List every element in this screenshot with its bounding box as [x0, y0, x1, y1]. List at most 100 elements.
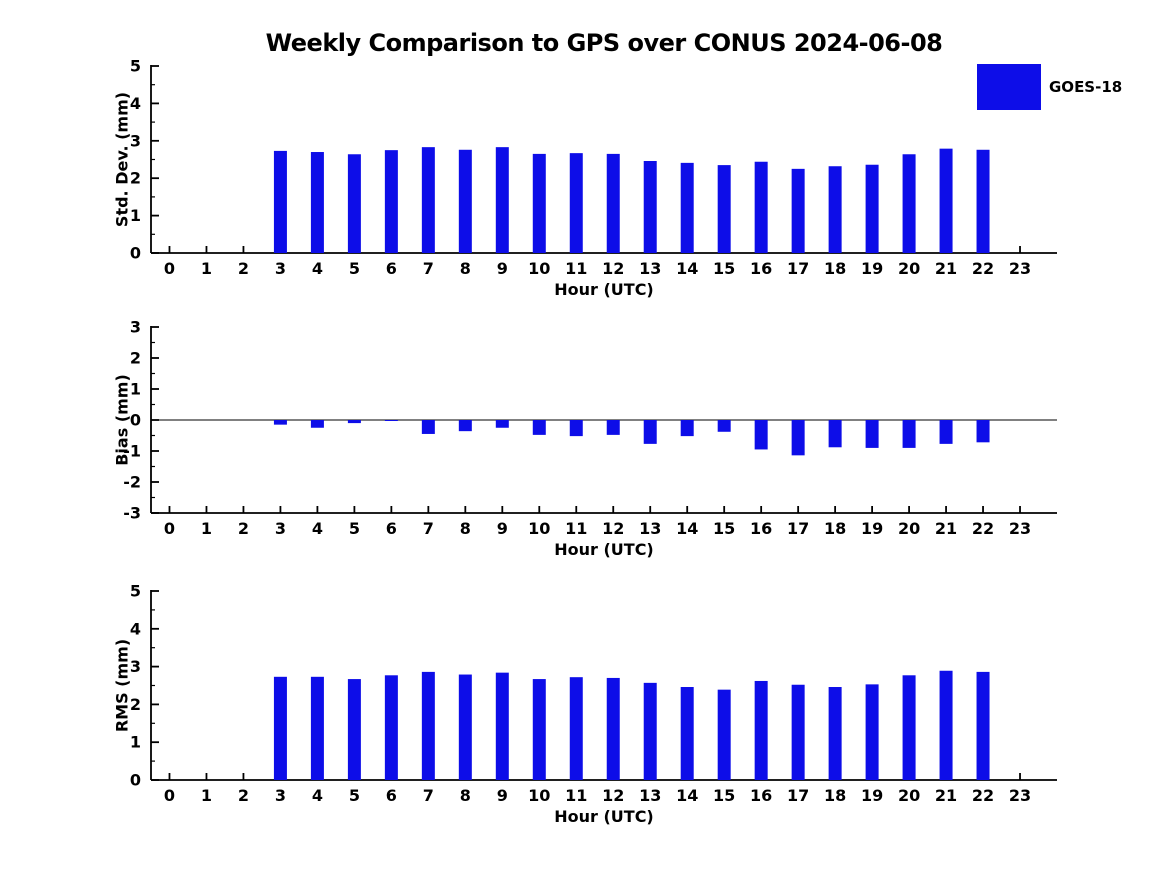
x-tick-label: 13 — [639, 259, 661, 278]
x-tick-label: 22 — [972, 786, 994, 805]
bar-std-dev-h13 — [643, 160, 657, 253]
x-tick-label: 2 — [238, 786, 249, 805]
y-tick-label: 2 — [130, 169, 141, 188]
bar-rms-h18 — [828, 687, 842, 780]
x-tick-label: 16 — [750, 259, 772, 278]
x-tick-label: 21 — [935, 519, 957, 538]
y-tick-label: 3 — [130, 657, 141, 676]
x-tick-label: 8 — [460, 786, 471, 805]
bar-std-dev-h11 — [569, 153, 583, 253]
x-tick-label: 11 — [565, 786, 587, 805]
x-tick-label: 15 — [713, 786, 735, 805]
bar-std-dev-h15 — [717, 165, 731, 253]
x-tick-label: 19 — [861, 259, 883, 278]
bar-bias-h13 — [643, 420, 657, 444]
bar-std-dev-h10 — [532, 153, 546, 253]
y-tick-label: -3 — [123, 504, 141, 523]
x-tick-label: 8 — [460, 259, 471, 278]
bar-std-dev-h16 — [754, 161, 768, 253]
x-tick-label: 3 — [275, 786, 286, 805]
bar-bias-h22 — [976, 420, 990, 443]
x-tick-label: 6 — [386, 786, 397, 805]
bar-bias-h5 — [347, 420, 361, 424]
bar-rms-h15 — [717, 689, 731, 780]
x-tick-label: 0 — [164, 519, 175, 538]
y-tick-label: 0 — [130, 411, 141, 430]
bar-rms-h11 — [569, 677, 583, 780]
x-tick-label: 7 — [423, 786, 434, 805]
bar-rms-h19 — [865, 684, 879, 780]
y-tick-label: 1 — [130, 206, 141, 225]
x-tick-label: 17 — [787, 259, 809, 278]
y-axis-label: RMS (mm) — [113, 639, 132, 732]
x-tick-label: 23 — [1009, 259, 1031, 278]
x-tick-label: 20 — [898, 786, 920, 805]
x-tick-label: 17 — [787, 786, 809, 805]
x-tick-label: 10 — [528, 519, 550, 538]
x-tick-label: 18 — [824, 259, 846, 278]
x-tick-label: 7 — [423, 259, 434, 278]
bar-std-dev-h5 — [347, 154, 361, 253]
y-tick-label: 2 — [130, 349, 141, 368]
bar-rms-h3 — [273, 676, 287, 780]
bar-bias-h10 — [532, 420, 546, 435]
x-tick-label: 10 — [528, 786, 550, 805]
x-tick-label: 11 — [565, 519, 587, 538]
bar-bias-h17 — [791, 420, 805, 456]
y-tick-label: 1 — [130, 733, 141, 752]
bar-std-dev-h8 — [458, 149, 472, 253]
x-tick-label: 20 — [898, 259, 920, 278]
y-tick-label: 3 — [130, 131, 141, 150]
bar-rms-h13 — [643, 682, 657, 780]
bar-rms-h21 — [939, 670, 953, 780]
x-tick-label: 14 — [676, 519, 698, 538]
x-tick-label: 18 — [824, 786, 846, 805]
y-tick-label: 5 — [130, 57, 141, 76]
x-tick-label: 6 — [386, 519, 397, 538]
bar-rms-h14 — [680, 687, 694, 780]
x-tick-label: 11 — [565, 259, 587, 278]
x-tick-label: 13 — [639, 519, 661, 538]
x-tick-label: 1 — [201, 786, 212, 805]
x-tick-label: 9 — [497, 259, 508, 278]
x-tick-label: 12 — [602, 519, 624, 538]
x-axis-label: Hour (UTC) — [554, 540, 654, 559]
x-tick-label: 17 — [787, 519, 809, 538]
x-tick-label: 22 — [972, 519, 994, 538]
y-tick-label: 1 — [130, 380, 141, 399]
x-tick-label: 21 — [935, 259, 957, 278]
x-tick-label: 0 — [164, 259, 175, 278]
x-tick-label: 5 — [349, 519, 360, 538]
bar-rms-h20 — [902, 675, 916, 780]
bar-bias-h16 — [754, 420, 768, 450]
x-tick-label: 3 — [275, 259, 286, 278]
bar-rms-h6 — [384, 675, 398, 780]
bar-std-dev-h9 — [495, 147, 509, 253]
x-axis-label: Hour (UTC) — [554, 280, 654, 299]
x-tick-label: 18 — [824, 519, 846, 538]
y-axis-label: Bias (mm) — [113, 374, 132, 466]
y-tick-label: 5 — [130, 582, 141, 601]
bar-bias-h15 — [717, 420, 731, 432]
bar-rms-h22 — [976, 671, 990, 780]
legend: GOES-18 — [977, 64, 1122, 110]
bar-bias-h3 — [273, 420, 287, 425]
x-tick-label: 7 — [423, 519, 434, 538]
y-tick-label: 0 — [130, 244, 141, 263]
x-tick-label: 16 — [750, 519, 772, 538]
bar-std-dev-h20 — [902, 154, 916, 253]
x-tick-label: 19 — [861, 786, 883, 805]
bar-bias-h18 — [828, 420, 842, 448]
x-tick-label: 15 — [713, 259, 735, 278]
bar-rms-h7 — [421, 671, 435, 780]
x-tick-label: 3 — [275, 519, 286, 538]
x-tick-label: 1 — [201, 259, 212, 278]
x-tick-label: 4 — [312, 519, 323, 538]
bar-bias-h6 — [384, 420, 398, 421]
x-tick-label: 16 — [750, 786, 772, 805]
bar-bias-h11 — [569, 420, 583, 437]
